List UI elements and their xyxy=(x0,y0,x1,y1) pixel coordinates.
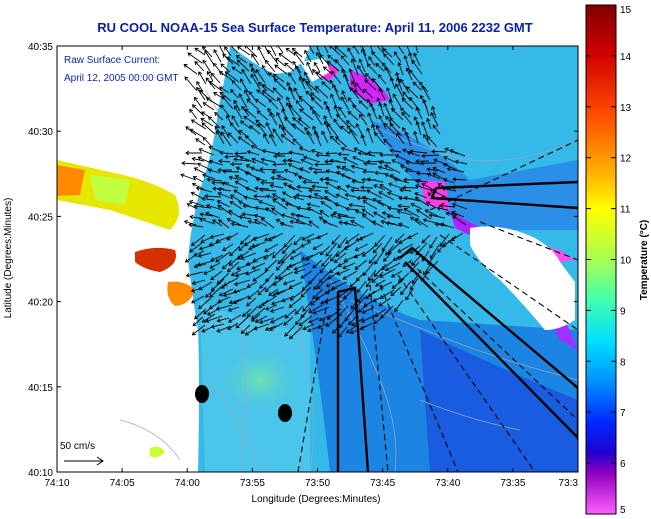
longitude-tick-label: 74:05 xyxy=(110,478,135,489)
colorbar-tick-label: 15 xyxy=(620,5,632,16)
scale-arrow-label: 50 cm/s xyxy=(60,441,95,452)
latitude-tick-label: 40:35 xyxy=(28,42,53,53)
longitude-tick-label: 73:3 xyxy=(559,478,579,489)
survey-boxes xyxy=(336,180,578,472)
colorbar-label: Temperature (°C) xyxy=(639,220,650,301)
colorbar-tick-label: 13 xyxy=(620,103,632,114)
mooring-marker xyxy=(195,385,209,403)
colorbar-tick-label: 10 xyxy=(620,256,632,267)
mooring-marker xyxy=(278,404,292,422)
colorbar-tick-label: 9 xyxy=(620,306,626,317)
y-axis-label: Latitude (Degrees:Minutes) xyxy=(3,198,14,319)
colorbar-tick-label: 12 xyxy=(620,154,632,165)
transect-lines xyxy=(297,139,578,472)
scale-arrow-icon xyxy=(64,456,104,466)
colorbar-tick-label: 6 xyxy=(620,459,626,470)
longitude-tick-labels: 74:10 74:05 74:00 73:55 73:50 73:45 73:40 73:35… xyxy=(44,478,578,489)
annotation-line-1: Raw Surface Current: xyxy=(64,55,160,66)
latitude-tick-label: 40:30 xyxy=(28,127,53,138)
latitude-tick-label: 40:10 xyxy=(28,468,53,479)
latitude-tick-label: 40:20 xyxy=(28,298,53,309)
x-axis-label: Longitude (Degrees:Minutes) xyxy=(252,494,381,505)
map-title: RU COOL NOAA-15 Sea Surface Temperature:… xyxy=(97,20,532,35)
latitude-tick-labels: 40:35 40:30 40:25 40:20 40:15 40:10 xyxy=(28,42,53,479)
colorbar-tick-label: 5 xyxy=(620,505,626,516)
axis-tick-marks xyxy=(56,45,579,473)
colorbar-tick-label: 11 xyxy=(620,205,631,216)
annotation-line-2: April 12, 2005 00:00 GMT xyxy=(64,73,179,84)
map-plot-area xyxy=(57,46,578,472)
colorbar-tick-label: 7 xyxy=(620,408,626,419)
longitude-tick-label: 73:40 xyxy=(435,478,460,489)
longitude-tick-label: 73:55 xyxy=(240,478,265,489)
surface-current-vectors xyxy=(180,46,468,340)
longitude-tick-label: 74:10 xyxy=(44,478,69,489)
longitude-tick-label: 73:45 xyxy=(370,478,395,489)
latitude-tick-label: 40:25 xyxy=(28,212,53,223)
colorbar-tick-label: 8 xyxy=(620,357,626,368)
latitude-tick-label: 40:15 xyxy=(28,383,53,394)
longitude-tick-label: 73:50 xyxy=(305,478,330,489)
colorbar-tick-labels: 15 14 13 12 11 10 9 8 7 6 5 xyxy=(586,4,632,516)
colorbar-tick-label: 14 xyxy=(620,52,632,63)
longitude-tick-label: 74:00 xyxy=(175,478,200,489)
longitude-tick-label: 73:35 xyxy=(500,478,525,489)
